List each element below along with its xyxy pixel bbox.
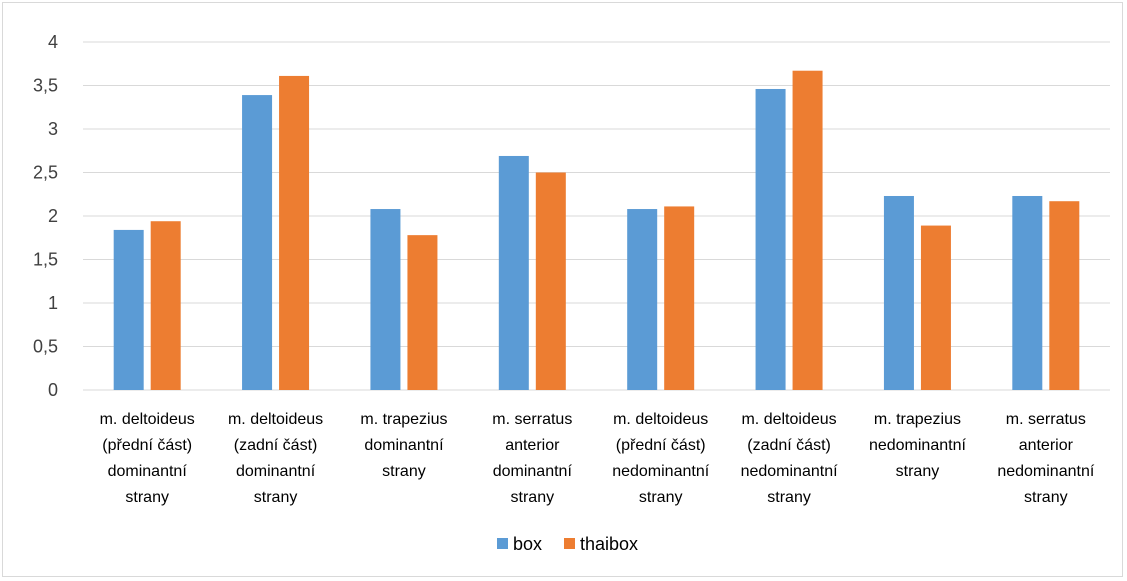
- x-category-label-line: (zadní část): [747, 437, 831, 454]
- legend-label-thaibox: thaibox: [580, 534, 638, 554]
- legend-swatch-thaibox: [564, 538, 575, 549]
- bar-thaibox: [1049, 201, 1080, 390]
- x-category-label: m. serratus anterior nedominantní strany: [997, 411, 1095, 506]
- bar-box: [1012, 195, 1043, 390]
- x-category-label: m. trapezius nedominantní strany: [869, 411, 967, 480]
- bar-box: [242, 95, 273, 390]
- x-category-label-line: (zadní část): [234, 437, 318, 454]
- y-tick-label: 1: [48, 293, 58, 313]
- legend-swatch-box: [497, 538, 508, 549]
- x-category-label-line: m. deltoideus: [100, 411, 195, 428]
- x-category-label-line: strany: [639, 489, 683, 506]
- x-category-label-line: m. deltoideus: [741, 411, 836, 428]
- bar-thaibox: [535, 172, 566, 390]
- x-category-label-line: nedominantní: [741, 463, 839, 480]
- x-category-label-line: nedominantní: [997, 463, 1095, 480]
- y-tick-label: 1,5: [33, 250, 58, 270]
- x-category-label-line: dominantní: [364, 437, 444, 454]
- bar-thaibox: [920, 225, 951, 390]
- bar-thaibox: [792, 70, 823, 391]
- x-category-label: m. deltoideus (zadní část) nedominantní str…: [741, 411, 839, 506]
- x-category-label-line: dominantní: [236, 463, 316, 480]
- x-category-label-line: dominantní: [108, 463, 188, 480]
- x-category-label-line: m. serratus: [1006, 411, 1086, 428]
- x-category-label-line: strany: [767, 489, 811, 506]
- x-category-label-line: strany: [511, 489, 555, 506]
- x-category-label: m. trapezius dominantní strany: [360, 411, 447, 480]
- bar-thaibox: [150, 221, 181, 390]
- x-category-label-line: m. deltoideus: [613, 411, 708, 428]
- bar-box: [113, 229, 144, 390]
- bar-thaibox: [664, 206, 695, 390]
- x-category-label: m. deltoideus (přední část) dominantní stra…: [100, 411, 195, 506]
- x-category-label-line: strany: [1024, 489, 1068, 506]
- x-category-label-line: strany: [125, 489, 169, 506]
- bar-thaibox: [279, 75, 310, 391]
- x-category-label: m. deltoideus (přední část) nedominantní st…: [612, 411, 710, 506]
- y-tick-label: 0,5: [33, 337, 58, 357]
- y-tick-label: 2: [48, 206, 58, 226]
- y-tick-label: 4: [48, 32, 58, 52]
- x-category-label-line: nedominantní: [612, 463, 710, 480]
- x-category-label: m. deltoideus (zadní část) dominantní stran…: [228, 411, 323, 506]
- x-category-label-line: (přední část): [102, 437, 192, 454]
- bar-box: [627, 209, 658, 390]
- legend-label-box: box: [513, 534, 542, 554]
- y-tick-label: 2,5: [33, 163, 58, 183]
- bar-box: [498, 155, 529, 390]
- x-category-label-line: m. trapezius: [874, 411, 961, 428]
- x-category-label-line: strany: [896, 463, 940, 480]
- x-category-label-line: dominantní: [493, 463, 573, 480]
- x-category-label-line: strany: [382, 463, 426, 480]
- x-category-label-line: m. trapezius: [360, 411, 447, 428]
- x-category-label-line: m. deltoideus: [228, 411, 323, 428]
- y-tick-label: 3,5: [33, 76, 58, 96]
- y-tick-label: 0: [48, 380, 58, 400]
- x-category-label-line: m. serratus: [492, 411, 572, 428]
- bar-box: [370, 209, 401, 390]
- x-category-label-line: anterior: [505, 437, 560, 454]
- x-category-label-line: nedominantní: [869, 437, 967, 454]
- x-category-label-line: (přední část): [616, 437, 706, 454]
- bar-box: [755, 88, 786, 390]
- x-category-label: m. serratus anterior dominantní strany: [492, 411, 572, 506]
- bar-box: [883, 195, 914, 390]
- x-category-label-line: strany: [254, 489, 298, 506]
- x-category-label-line: anterior: [1019, 437, 1074, 454]
- bar-thaibox: [407, 235, 438, 390]
- y-tick-label: 3: [48, 119, 58, 139]
